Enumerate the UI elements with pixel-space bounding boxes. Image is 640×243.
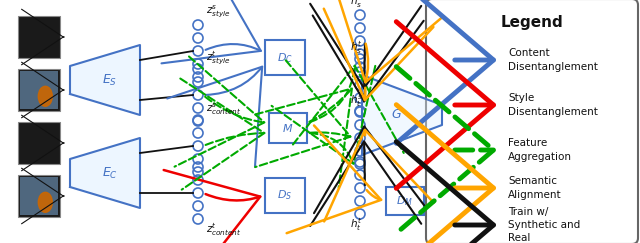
Polygon shape <box>70 138 140 208</box>
Text: Feature
Aggregation: Feature Aggregation <box>508 139 572 162</box>
FancyBboxPatch shape <box>386 187 424 215</box>
FancyBboxPatch shape <box>18 16 60 58</box>
FancyBboxPatch shape <box>426 0 638 243</box>
FancyBboxPatch shape <box>18 175 60 217</box>
Ellipse shape <box>38 192 52 212</box>
Text: $D_M$: $D_M$ <box>396 194 413 208</box>
Text: Legend: Legend <box>500 16 563 31</box>
FancyBboxPatch shape <box>265 177 305 212</box>
FancyBboxPatch shape <box>18 122 60 164</box>
Text: $h^s_t$: $h^s_t$ <box>350 94 363 109</box>
Text: $E_C$: $E_C$ <box>102 165 118 181</box>
Text: Content
Disentanglement: Content Disentanglement <box>508 48 598 72</box>
Text: $E_S$: $E_S$ <box>102 72 118 87</box>
Text: $G$: $G$ <box>392 109 403 122</box>
Text: Train w/
Synthetic and
Real: Train w/ Synthetic and Real <box>508 207 580 243</box>
FancyBboxPatch shape <box>269 113 307 143</box>
Text: $h^s_s$: $h^s_s$ <box>350 0 363 10</box>
Text: $z^t_{content}$: $z^t_{content}$ <box>206 221 241 238</box>
FancyBboxPatch shape <box>20 177 58 215</box>
Text: Style
Disentanglement: Style Disentanglement <box>508 93 598 117</box>
Text: Semantic
Alignment: Semantic Alignment <box>508 176 562 200</box>
Ellipse shape <box>38 86 52 106</box>
Text: $h^t_s$: $h^t_s$ <box>350 39 362 56</box>
Text: $z^s_{content}$: $z^s_{content}$ <box>206 102 241 117</box>
Text: $z^s_{style}$: $z^s_{style}$ <box>206 3 230 19</box>
Text: $z^t_{style}$: $z^t_{style}$ <box>206 50 230 67</box>
FancyBboxPatch shape <box>265 41 305 76</box>
Text: $D_S$: $D_S$ <box>277 188 292 202</box>
FancyBboxPatch shape <box>20 71 58 109</box>
Text: $h^t_t$: $h^t_t$ <box>350 216 362 233</box>
Text: $M$: $M$ <box>282 122 294 134</box>
Polygon shape <box>70 45 140 115</box>
FancyBboxPatch shape <box>18 69 60 111</box>
Polygon shape <box>362 75 442 155</box>
Text: $D_C$: $D_C$ <box>277 51 293 65</box>
